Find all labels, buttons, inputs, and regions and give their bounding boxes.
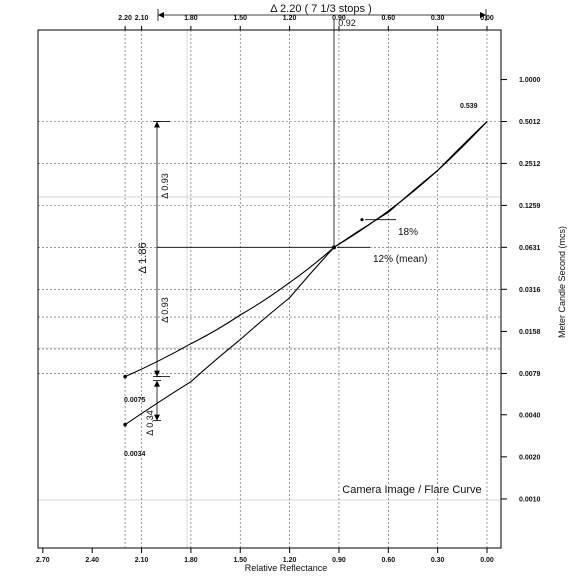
- delta-flare-arrow-arrow-top: [154, 380, 160, 387]
- end-value-label: 0.539: [460, 103, 478, 110]
- y-axis-label: Meter Candle Second (mcs): [557, 226, 567, 338]
- upper-start-dot: [123, 374, 127, 379]
- series-line-2: [124, 121, 488, 426]
- x-tick-label-bottom: 0.30: [431, 557, 445, 564]
- upper-start-label: 0.0075: [124, 397, 146, 404]
- y-tick-label: 0.0079: [519, 371, 541, 378]
- x-tick-label-bottom: 0.00: [480, 557, 494, 564]
- y-tick-label: 0.0316: [519, 287, 541, 294]
- mean-point: [332, 245, 337, 250]
- lower-start-dot: [123, 422, 127, 427]
- point-18-percent: [360, 218, 364, 222]
- delta-lower-label: Δ 0.93: [160, 297, 170, 323]
- top-span-arrow-left: [158, 12, 164, 18]
- top-span-arrow-right: [480, 12, 486, 18]
- x-tick-label-top: 0.00: [480, 15, 494, 22]
- top-marker-label: 0.92: [338, 18, 356, 28]
- x-tick-label-bottom: 1.80: [184, 557, 198, 564]
- x-tick-label-bottom: 1.20: [283, 557, 297, 564]
- x-tick-label-top: 0.30: [431, 15, 445, 22]
- curve-layer: [123, 121, 488, 427]
- chart-title: Camera Image / Flare Curve: [342, 484, 481, 496]
- x-tick-label-top: 1.80: [184, 15, 198, 22]
- x-tick-label-bottom: 2.70: [36, 557, 50, 564]
- x-axis-label: Relative Reflectance: [245, 563, 328, 573]
- delta-flare-arrow-arrow-bottom: [154, 414, 160, 421]
- x-tick-label-top: 1.50: [233, 15, 247, 22]
- x-tick-label-bottom: 2.10: [135, 557, 149, 564]
- ticks-layer: 1.0000 0.5012 0.2512 0.1259 0.0631 0.0316 0.01…: [36, 15, 540, 564]
- x-tick-label-top: 2.10: [135, 15, 149, 22]
- delta-total-arrow-arrow-top: [154, 121, 160, 128]
- y-tick-label: 0.2512: [519, 161, 541, 168]
- axes-layer: [37, 29, 502, 549]
- x-tick-label-bottom: 1.50: [233, 557, 247, 564]
- delta-upper-label: Δ 0.93: [160, 173, 170, 199]
- plot-frame: [37, 29, 502, 549]
- y-tick-label: 1.0000: [519, 77, 541, 84]
- annotation-layer: [153, 9, 487, 422]
- y-tick-label: 0.5012: [519, 119, 541, 126]
- y-tick-label: 0.0040: [519, 412, 541, 419]
- x-tick-label-top: 1.20: [283, 15, 297, 22]
- series-line-1: [124, 121, 488, 378]
- delta-total-arrow-arrow-bottom: [154, 370, 160, 377]
- x-tick-label-top: 2.20: [118, 15, 132, 22]
- y-tick-label: 0.0158: [519, 329, 541, 336]
- y-tick-label: 0.0631: [519, 245, 541, 252]
- y-tick-label: 0.0010: [519, 496, 541, 503]
- label-18-percent: 18%: [398, 227, 418, 238]
- grid-layer: [38, 30, 501, 548]
- label-12-percent-mean: 12% (mean): [373, 254, 427, 265]
- x-tick-label-top: 0.60: [381, 15, 395, 22]
- x-tick-label-top: 0.90: [332, 15, 346, 22]
- x-tick-label-bottom: 2.40: [85, 557, 99, 564]
- lower-start-label: 0.0034: [124, 451, 146, 458]
- top-span-label: Δ 2.20 ( 7 1/3 stops ): [270, 3, 372, 15]
- y-tick-label: 0.1259: [519, 203, 541, 210]
- y-tick-label: 0.0020: [519, 454, 541, 461]
- x-tick-label-bottom: 0.60: [381, 557, 395, 564]
- x-tick-label-bottom: 0.90: [332, 557, 346, 564]
- delta-total-label: Δ 1.86: [137, 242, 149, 273]
- delta-flare-label: Δ 0.34: [145, 410, 155, 436]
